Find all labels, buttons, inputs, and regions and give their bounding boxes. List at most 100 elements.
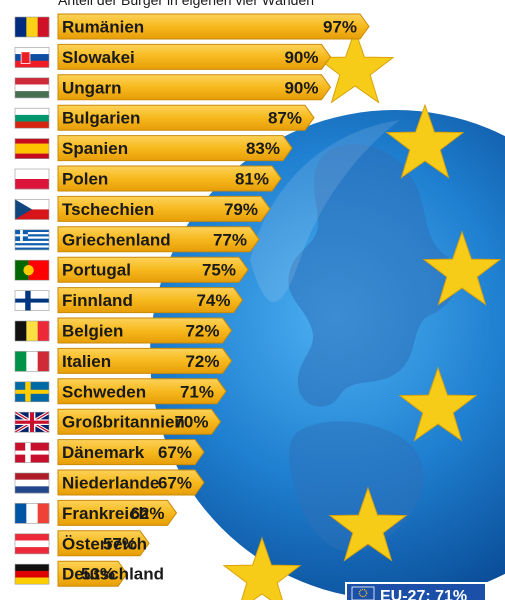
bar-category-label: Slowakei	[62, 48, 135, 67]
bar	[57, 226, 260, 253]
bar-value-label: 90%	[284, 78, 318, 97]
bar-category-label: Österreich	[62, 534, 147, 553]
flag-finland-icon	[14, 290, 50, 311]
bar-row: Italien 72%	[14, 347, 233, 374]
bar	[57, 43, 332, 70]
flag-bulgaria-icon	[14, 107, 50, 129]
bar-category-label: Italien	[62, 352, 111, 371]
bar	[57, 135, 293, 162]
flag-germany-icon	[14, 563, 50, 585]
flag-united-kingdom-icon	[14, 410, 50, 434]
flag-portugal-icon	[14, 259, 50, 281]
eu-stars	[222, 28, 502, 600]
flag-netherlands-icon	[14, 472, 50, 494]
bar-category-label: Tschechien	[62, 200, 154, 219]
bar-row: Rumänien 97%	[14, 13, 370, 40]
eu-flag-icon	[351, 586, 375, 600]
bar-category-label: Finnland	[62, 291, 133, 310]
bar-value-label: 74%	[196, 291, 230, 310]
bar	[57, 439, 205, 466]
bar-category-label: Deutschland	[62, 565, 164, 584]
bar-category-label: Schweden	[62, 382, 146, 401]
flag-belgium-icon	[14, 320, 50, 342]
flag-romania-icon	[14, 16, 50, 38]
bar-value-label: 57%	[103, 534, 137, 553]
bar-value-label: 70%	[174, 413, 208, 432]
flag-poland-icon	[14, 168, 50, 190]
bar-category-label: Griechenland	[62, 230, 171, 249]
flag-italy-icon	[14, 351, 50, 372]
eu-star-icon	[315, 28, 395, 104]
bar-value-label: 72%	[185, 322, 219, 341]
bar	[57, 408, 222, 435]
bar-row: Dänemark 67%	[14, 439, 205, 466]
bar-category-label: Polen	[62, 170, 108, 189]
bar	[57, 378, 227, 405]
bar-value-label: 77%	[213, 230, 247, 249]
eu-badge: EU-27: 71%	[345, 582, 487, 600]
bar-category-label: Ungarn	[62, 78, 122, 97]
bar	[57, 499, 178, 526]
flag-france-icon	[14, 503, 50, 524]
bar-value-label: 90%	[284, 48, 318, 67]
bar-row: Belgien 72%	[14, 317, 233, 344]
bar-row: Portugal 75%	[14, 256, 249, 283]
eu-badge-text: EU-27: 71%	[380, 588, 467, 600]
bar-category-label: Rumänien	[62, 18, 144, 37]
globe-highlight	[250, 120, 400, 302]
bar-value-label: 81%	[235, 170, 269, 189]
bar	[57, 104, 315, 131]
bar-category-label: Dänemark	[62, 443, 145, 462]
eu-star-icon	[222, 536, 302, 600]
bar	[57, 287, 244, 314]
bar-category-label: Spanien	[62, 139, 128, 158]
bar	[57, 256, 249, 283]
bar-value-label: 83%	[246, 139, 280, 158]
flag-austria-icon	[14, 533, 50, 555]
bar-value-label: 97%	[323, 18, 357, 37]
bars: Rumänien 97% Slowakei 90% Ungarn 90% Bulgarien…	[14, 13, 370, 587]
bar-value-label: 79%	[224, 200, 258, 219]
bar-category-label: Frankreich	[62, 504, 149, 523]
flag-czechia-icon	[14, 199, 50, 220]
europe-landmass	[288, 144, 458, 407]
bar	[57, 560, 128, 587]
bar	[57, 195, 271, 222]
bar-row: Bulgarien 87%	[14, 104, 315, 131]
bar-row: Griechenland 77%	[14, 226, 260, 253]
flag-hungary-icon	[14, 77, 50, 99]
flag-sweden-icon	[14, 381, 50, 403]
bar-category-label: Bulgarien	[62, 109, 140, 128]
eu-star-icon	[422, 230, 502, 306]
bar-row: Polen 81%	[14, 165, 282, 192]
bar-category-label: Großbritannien	[62, 413, 185, 432]
bar-row: Ungarn 90%	[14, 74, 332, 101]
bar	[57, 347, 233, 374]
bar-category-label: Niederlande	[62, 474, 159, 493]
bar-value-label: 75%	[202, 261, 236, 280]
bar-value-label: 87%	[268, 109, 302, 128]
eu-star-icon	[398, 366, 478, 442]
eu-star-icon	[328, 486, 408, 562]
bar	[57, 317, 233, 344]
eu-badge-box	[345, 582, 487, 600]
bar-row: Schweden 71%	[14, 378, 227, 405]
bar	[57, 74, 332, 101]
flag-slovakia-icon	[14, 47, 50, 68]
chart-subtitle: Anteil der Bürger in eigenen vier Wänden	[58, 0, 314, 8]
bar-category-label: Belgien	[62, 322, 123, 341]
eu-star-icon	[385, 103, 465, 179]
bar-category-label: Portugal	[62, 261, 131, 280]
bar-row: Finnland 74%	[14, 287, 244, 314]
bar	[57, 13, 370, 40]
bar	[57, 165, 282, 192]
bar-row: Tschechien 79%	[14, 195, 271, 222]
bar	[57, 530, 150, 557]
bar-value-label: 67%	[158, 474, 192, 493]
